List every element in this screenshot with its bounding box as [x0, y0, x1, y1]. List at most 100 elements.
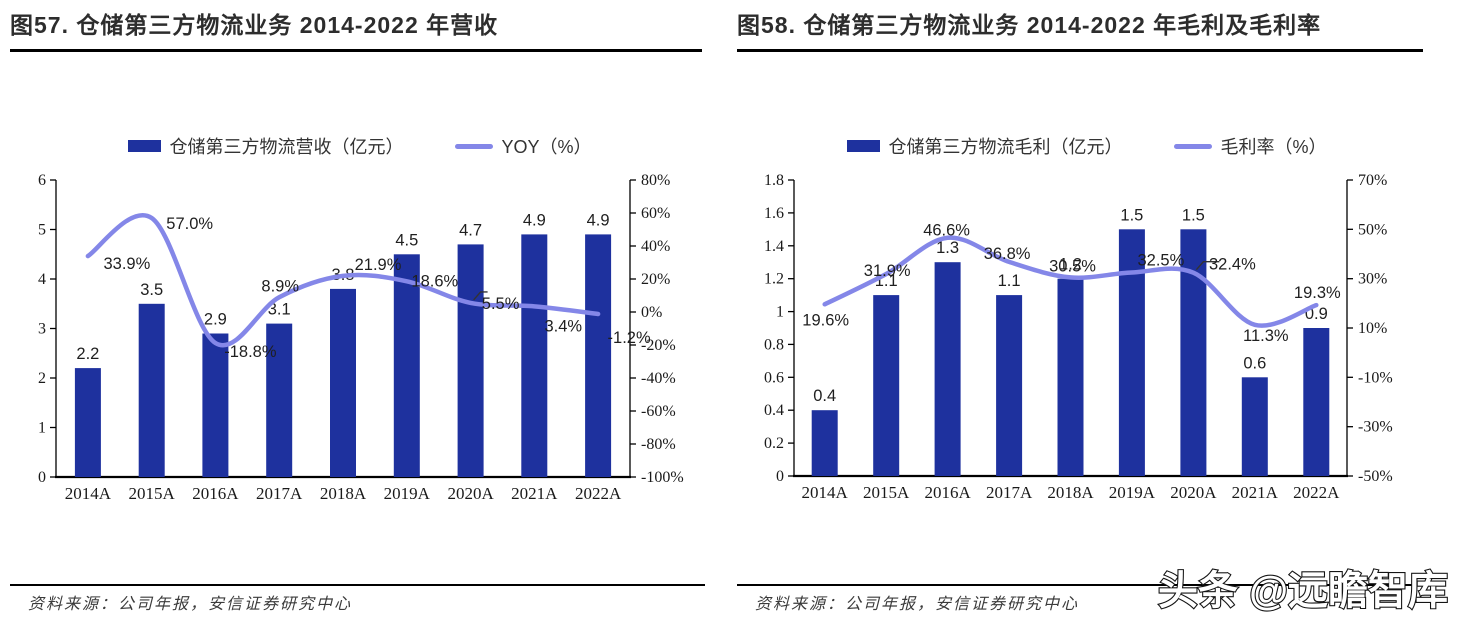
bar-value-label: 1.3 — [936, 239, 959, 257]
figure-57-legend: 仓储第三方物流营收（亿元） YOY（%） — [10, 133, 710, 159]
left-axis-tick-label: 0.6 — [764, 369, 784, 386]
right-axis-tick-label: 40% — [641, 238, 670, 255]
bar-2014A — [74, 368, 101, 477]
bar-value-label: 1.5 — [1182, 206, 1205, 224]
x-axis-label: 2015A — [129, 484, 176, 503]
figure-57-title: 图57. 仓储第三方物流业务 2014-2022 年营收 — [10, 12, 499, 38]
x-axis-label: 2022A — [1293, 483, 1340, 502]
x-axis-label: 2014A — [65, 484, 112, 503]
bar-2018A — [330, 288, 356, 477]
line-value-label: 33.9% — [104, 255, 151, 273]
trend-line — [85, 213, 601, 348]
left-axis-tick-label: 0 — [776, 468, 784, 485]
right-axis-tick-label: 80% — [641, 172, 670, 189]
title-rule — [737, 49, 1423, 52]
source-rule — [737, 584, 1420, 586]
right-axis-tick-label: -50% — [1358, 468, 1393, 485]
line-value-label: -18.8% — [224, 343, 277, 361]
legend-bar-label: 仓储第三方物流营收（亿元） — [169, 137, 404, 157]
bar-value-label: 0.4 — [813, 387, 836, 405]
bar-value-label: 1.2 — [1059, 256, 1082, 274]
right-axis-tick-label: 0% — [641, 304, 662, 321]
revenue-yoy-chart: 6 5 4 3 2 1 0 80% 60% 40% 20% 0% -20% -40% -60% -80% -10… — [38, 172, 684, 503]
label-leader-line — [473, 291, 488, 301]
x-axis-label: 2017A — [986, 483, 1033, 502]
x-axis-label: 2016A — [924, 483, 971, 502]
line-value-label: 57.0% — [166, 215, 213, 233]
line-value-label: 3.4% — [544, 317, 582, 335]
left-axis-tick-label: 3 — [38, 321, 46, 338]
legend-item-bar: 仓储第三方物流营收（亿元） — [128, 133, 403, 159]
figure-57-source: 资料来源：公司年报，安信证券研究中心 — [28, 596, 353, 613]
right-axis-tick-label: 50% — [1358, 221, 1387, 238]
left-axis-tick-label: 0 — [38, 469, 46, 486]
bar-2021A — [521, 234, 548, 477]
right-axis-tick-label: -60% — [641, 403, 676, 420]
right-axis-tick-label: 60% — [641, 205, 670, 222]
right-axis-tick-label: 10% — [1358, 320, 1387, 337]
line-value-label: 32.5% — [1138, 252, 1185, 270]
line-value-label: 32.4% — [1209, 256, 1256, 274]
right-axis-tick-label: -30% — [1358, 419, 1393, 436]
bar-value-label: 3.1 — [268, 301, 291, 319]
right-axis-tick-label: -10% — [1358, 369, 1393, 386]
right-axis-tick-label: -80% — [641, 436, 676, 453]
x-axis-label: 2016A — [192, 484, 239, 503]
right-axis-tick-label: 20% — [641, 271, 670, 288]
bar-value-label: 0.6 — [1243, 354, 1266, 372]
right-axis-tick-label: 30% — [1358, 271, 1387, 288]
line-value-label: 31.9% — [864, 262, 911, 280]
figure-58-source: 资料来源：公司年报，安信证券研究中心 — [755, 596, 1080, 613]
legend-item-line: YOY（%） — [455, 133, 592, 159]
bar-2017A — [266, 323, 293, 477]
left-axis-tick-label: 5 — [38, 222, 46, 239]
bar-swatch-icon — [128, 140, 162, 152]
bar-value-label: 2.2 — [76, 345, 99, 363]
left-axis-tick-label: 0.2 — [764, 435, 784, 452]
x-axis-label: 2019A — [1109, 483, 1156, 502]
left-axis-tick-label: 1.8 — [764, 172, 784, 189]
x-axis-label: 2014A — [802, 483, 849, 502]
legend-line-label: YOY（%） — [501, 137, 592, 157]
line-value-label: -1.2% — [608, 329, 651, 347]
x-axis-label: 2018A — [1047, 483, 1094, 502]
watermark: 头条 @远瞻智库 — [1157, 568, 1449, 614]
title-rule — [10, 49, 702, 52]
left-axis-tick-label: 1 — [38, 420, 46, 437]
bar-2019A — [393, 254, 420, 477]
bar-value-label: 4.9 — [587, 211, 610, 229]
line-value-label: 36.8% — [984, 245, 1031, 263]
line-value-label: 11.3% — [1243, 327, 1289, 345]
x-axis-label: 2018A — [320, 484, 367, 503]
bar-2020A — [457, 244, 484, 477]
line-value-label: 30.5% — [1049, 257, 1096, 275]
bar-2021A — [1241, 377, 1268, 476]
bar-value-label: 4.9 — [523, 211, 546, 229]
right-axis-tick-label: 70% — [1358, 172, 1387, 189]
figure-58-legend: 仓储第三方物流毛利（亿元） 毛利率（%） — [737, 133, 1437, 159]
trend-line — [822, 235, 1319, 328]
x-axis-label: 2017A — [256, 484, 303, 503]
left-axis-tick-label: 4 — [38, 271, 46, 288]
line-value-label: 19.3% — [1294, 284, 1341, 302]
bar-2018A — [1057, 278, 1084, 476]
left-axis-tick-label: 1.2 — [764, 271, 784, 288]
line-value-label: 8.9% — [261, 277, 299, 295]
x-axis-label: 2021A — [1232, 483, 1279, 502]
line-value-label: 46.6% — [923, 222, 970, 240]
legend-item-line: 毛利率（%） — [1174, 133, 1327, 159]
figure-57: 图57. 仓储第三方物流业务 2014-2022 年营收 仓储第三方物流营收（亿… — [10, 0, 710, 627]
left-axis-tick-label: 2 — [38, 370, 46, 387]
line-value-label: 5.5% — [482, 295, 520, 313]
x-axis-label: 2019A — [384, 484, 431, 503]
bar-value-label: 1.5 — [1120, 206, 1143, 224]
left-axis-tick-label: 0.8 — [764, 336, 784, 353]
left-axis-tick-label: 1.6 — [764, 205, 784, 222]
source-rule — [10, 584, 705, 586]
left-axis-tick-label: 0.4 — [764, 402, 784, 419]
legend-item-bar: 仓储第三方物流毛利（亿元） — [847, 133, 1122, 159]
left-axis-tick-label: 1 — [776, 304, 784, 321]
bar-2014A — [811, 410, 838, 476]
label-leader-line — [1195, 261, 1220, 271]
